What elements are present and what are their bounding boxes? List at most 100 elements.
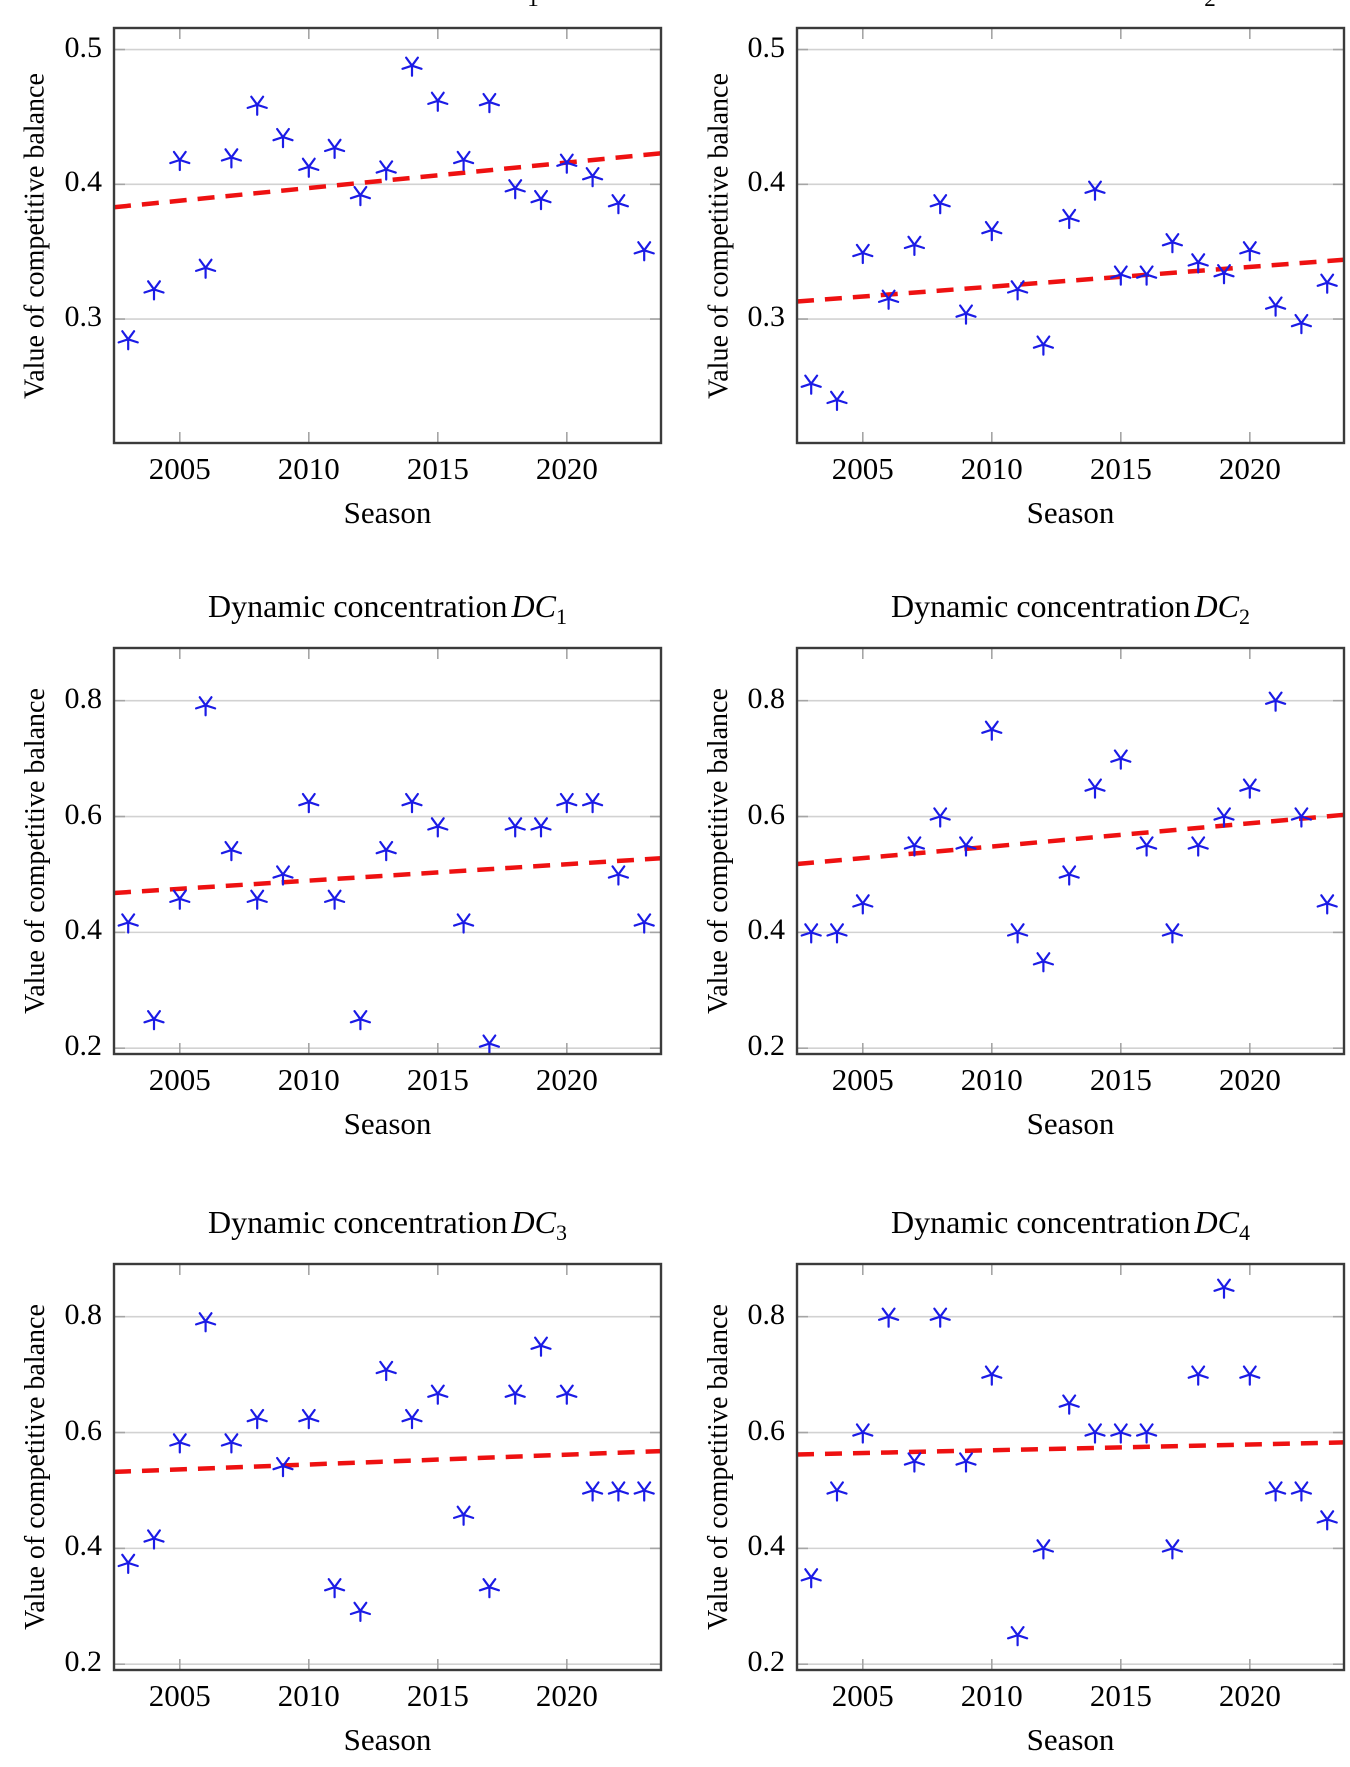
data-point-star <box>877 289 900 310</box>
data-point-star <box>117 1553 139 1574</box>
data-point-star <box>1213 1278 1235 1299</box>
data-point-star <box>800 1568 822 1589</box>
data-point-star <box>877 1307 900 1328</box>
y-tick-label: 0.6 <box>64 1413 103 1447</box>
y-tick-label: 0.8 <box>747 1297 786 1331</box>
data-point-star <box>401 792 423 814</box>
data-point-star <box>1316 894 1338 915</box>
data-point-star <box>220 1433 243 1454</box>
x-tick-label: 2015 <box>406 1062 469 1097</box>
y-tick-label: 0.4 <box>747 165 786 199</box>
top-left-title-fragment: 1 <box>523 0 543 12</box>
data-point-star <box>143 280 165 301</box>
x-tick-label: 2010 <box>960 1062 1023 1097</box>
data-point-star <box>1316 273 1338 294</box>
data-point-star <box>530 817 552 838</box>
y-tick-label: 0.4 <box>64 1529 103 1563</box>
data-point-star <box>194 1312 217 1333</box>
y-tick-label: 0.3 <box>747 300 786 334</box>
trend-line <box>796 1440 1345 1457</box>
title-math: DC <box>511 1204 556 1240</box>
data-point-star <box>1110 1423 1132 1444</box>
data-point-star <box>401 56 423 77</box>
x-tick-label: 2015 <box>406 1678 469 1713</box>
data-point-star <box>375 840 397 862</box>
data-point-star <box>375 1360 397 1382</box>
data-point-star <box>504 1384 526 1405</box>
x-axis-label: Season <box>343 495 432 530</box>
data-point-star <box>1006 923 1029 944</box>
data-point-star <box>556 792 578 814</box>
y-tick-label: 0.2 <box>64 1645 103 1679</box>
data-point-star <box>1110 265 1132 286</box>
data-point-star <box>1135 836 1158 857</box>
trend-line <box>796 812 1345 867</box>
x-tick-label: 2015 <box>406 451 469 486</box>
data-point-star <box>478 1034 501 1055</box>
data-point-star <box>1032 952 1055 973</box>
data-point-star <box>452 913 475 934</box>
x-axis-label: Season <box>1026 1722 1115 1757</box>
trend-line <box>113 151 662 210</box>
title-text: Dynamic concentration <box>891 588 1191 624</box>
data-point-star <box>272 127 294 149</box>
plot-title-dc2: Dynamic concentration DC2 <box>797 588 1344 630</box>
data-point-star <box>452 150 475 172</box>
plot-frame-dc4 <box>795 1262 1346 1672</box>
data-point-star <box>349 1601 372 1622</box>
data-point-star <box>504 817 526 838</box>
data-point-star <box>826 923 848 944</box>
data-point-star <box>427 1384 449 1405</box>
data-point-star <box>800 923 822 944</box>
x-tick-label: 2005 <box>148 1678 211 1713</box>
plot-frame-dc3 <box>112 1262 663 1672</box>
x-tick-label: 2015 <box>1089 1062 1152 1097</box>
plot-frame-dc2 <box>795 646 1346 1056</box>
y-tick-label: 0.6 <box>747 1413 786 1447</box>
data-point-star <box>581 167 604 188</box>
data-point-star <box>246 889 268 910</box>
top-right-title-fragment: 2 <box>1200 0 1220 12</box>
data-point-star <box>1187 836 1209 857</box>
x-tick-label: 2005 <box>831 1678 894 1713</box>
data-point-star <box>556 153 578 174</box>
data-point-star <box>169 150 191 172</box>
x-tick-label: 2015 <box>1089 451 1152 486</box>
data-point-star <box>852 243 874 265</box>
data-point-star <box>117 913 139 934</box>
data-point-star <box>1187 253 1209 274</box>
data-point-star <box>194 696 217 717</box>
title-subscript: 4 <box>1238 1220 1250 1245</box>
data-point-star <box>323 138 346 159</box>
data-point-star <box>194 258 217 279</box>
data-point-star <box>1264 691 1287 712</box>
data-point-star <box>1161 1539 1184 1560</box>
y-tick-label: 0.8 <box>747 681 786 715</box>
title-math: DC <box>511 588 556 624</box>
y-tick-label: 0.4 <box>64 165 103 199</box>
data-point-star <box>530 1336 552 1357</box>
data-point-star <box>504 179 526 200</box>
data-point-star <box>556 1384 578 1405</box>
x-tick-label: 2020 <box>1218 1678 1281 1713</box>
plot-title-dc4: Dynamic concentration DC4 <box>797 1204 1344 1246</box>
data-point-star <box>800 374 822 395</box>
data-point-star <box>246 1408 268 1430</box>
y-tick-label: 0.4 <box>747 913 786 947</box>
x-axis-label: Season <box>343 1106 432 1141</box>
data-point-star <box>955 1452 977 1473</box>
data-point-star <box>1110 749 1132 770</box>
data-point-star <box>633 1481 655 1502</box>
data-point-star <box>1135 265 1158 286</box>
data-point-star <box>1264 1481 1287 1502</box>
x-tick-label: 2005 <box>831 451 894 486</box>
data-point-star <box>581 1481 604 1502</box>
data-point-star <box>981 720 1003 741</box>
data-point-star <box>903 836 926 857</box>
data-point-star <box>955 836 977 857</box>
data-point-star <box>298 157 320 178</box>
data-point-star <box>1006 280 1029 301</box>
plot-frame-top-left <box>112 26 663 445</box>
